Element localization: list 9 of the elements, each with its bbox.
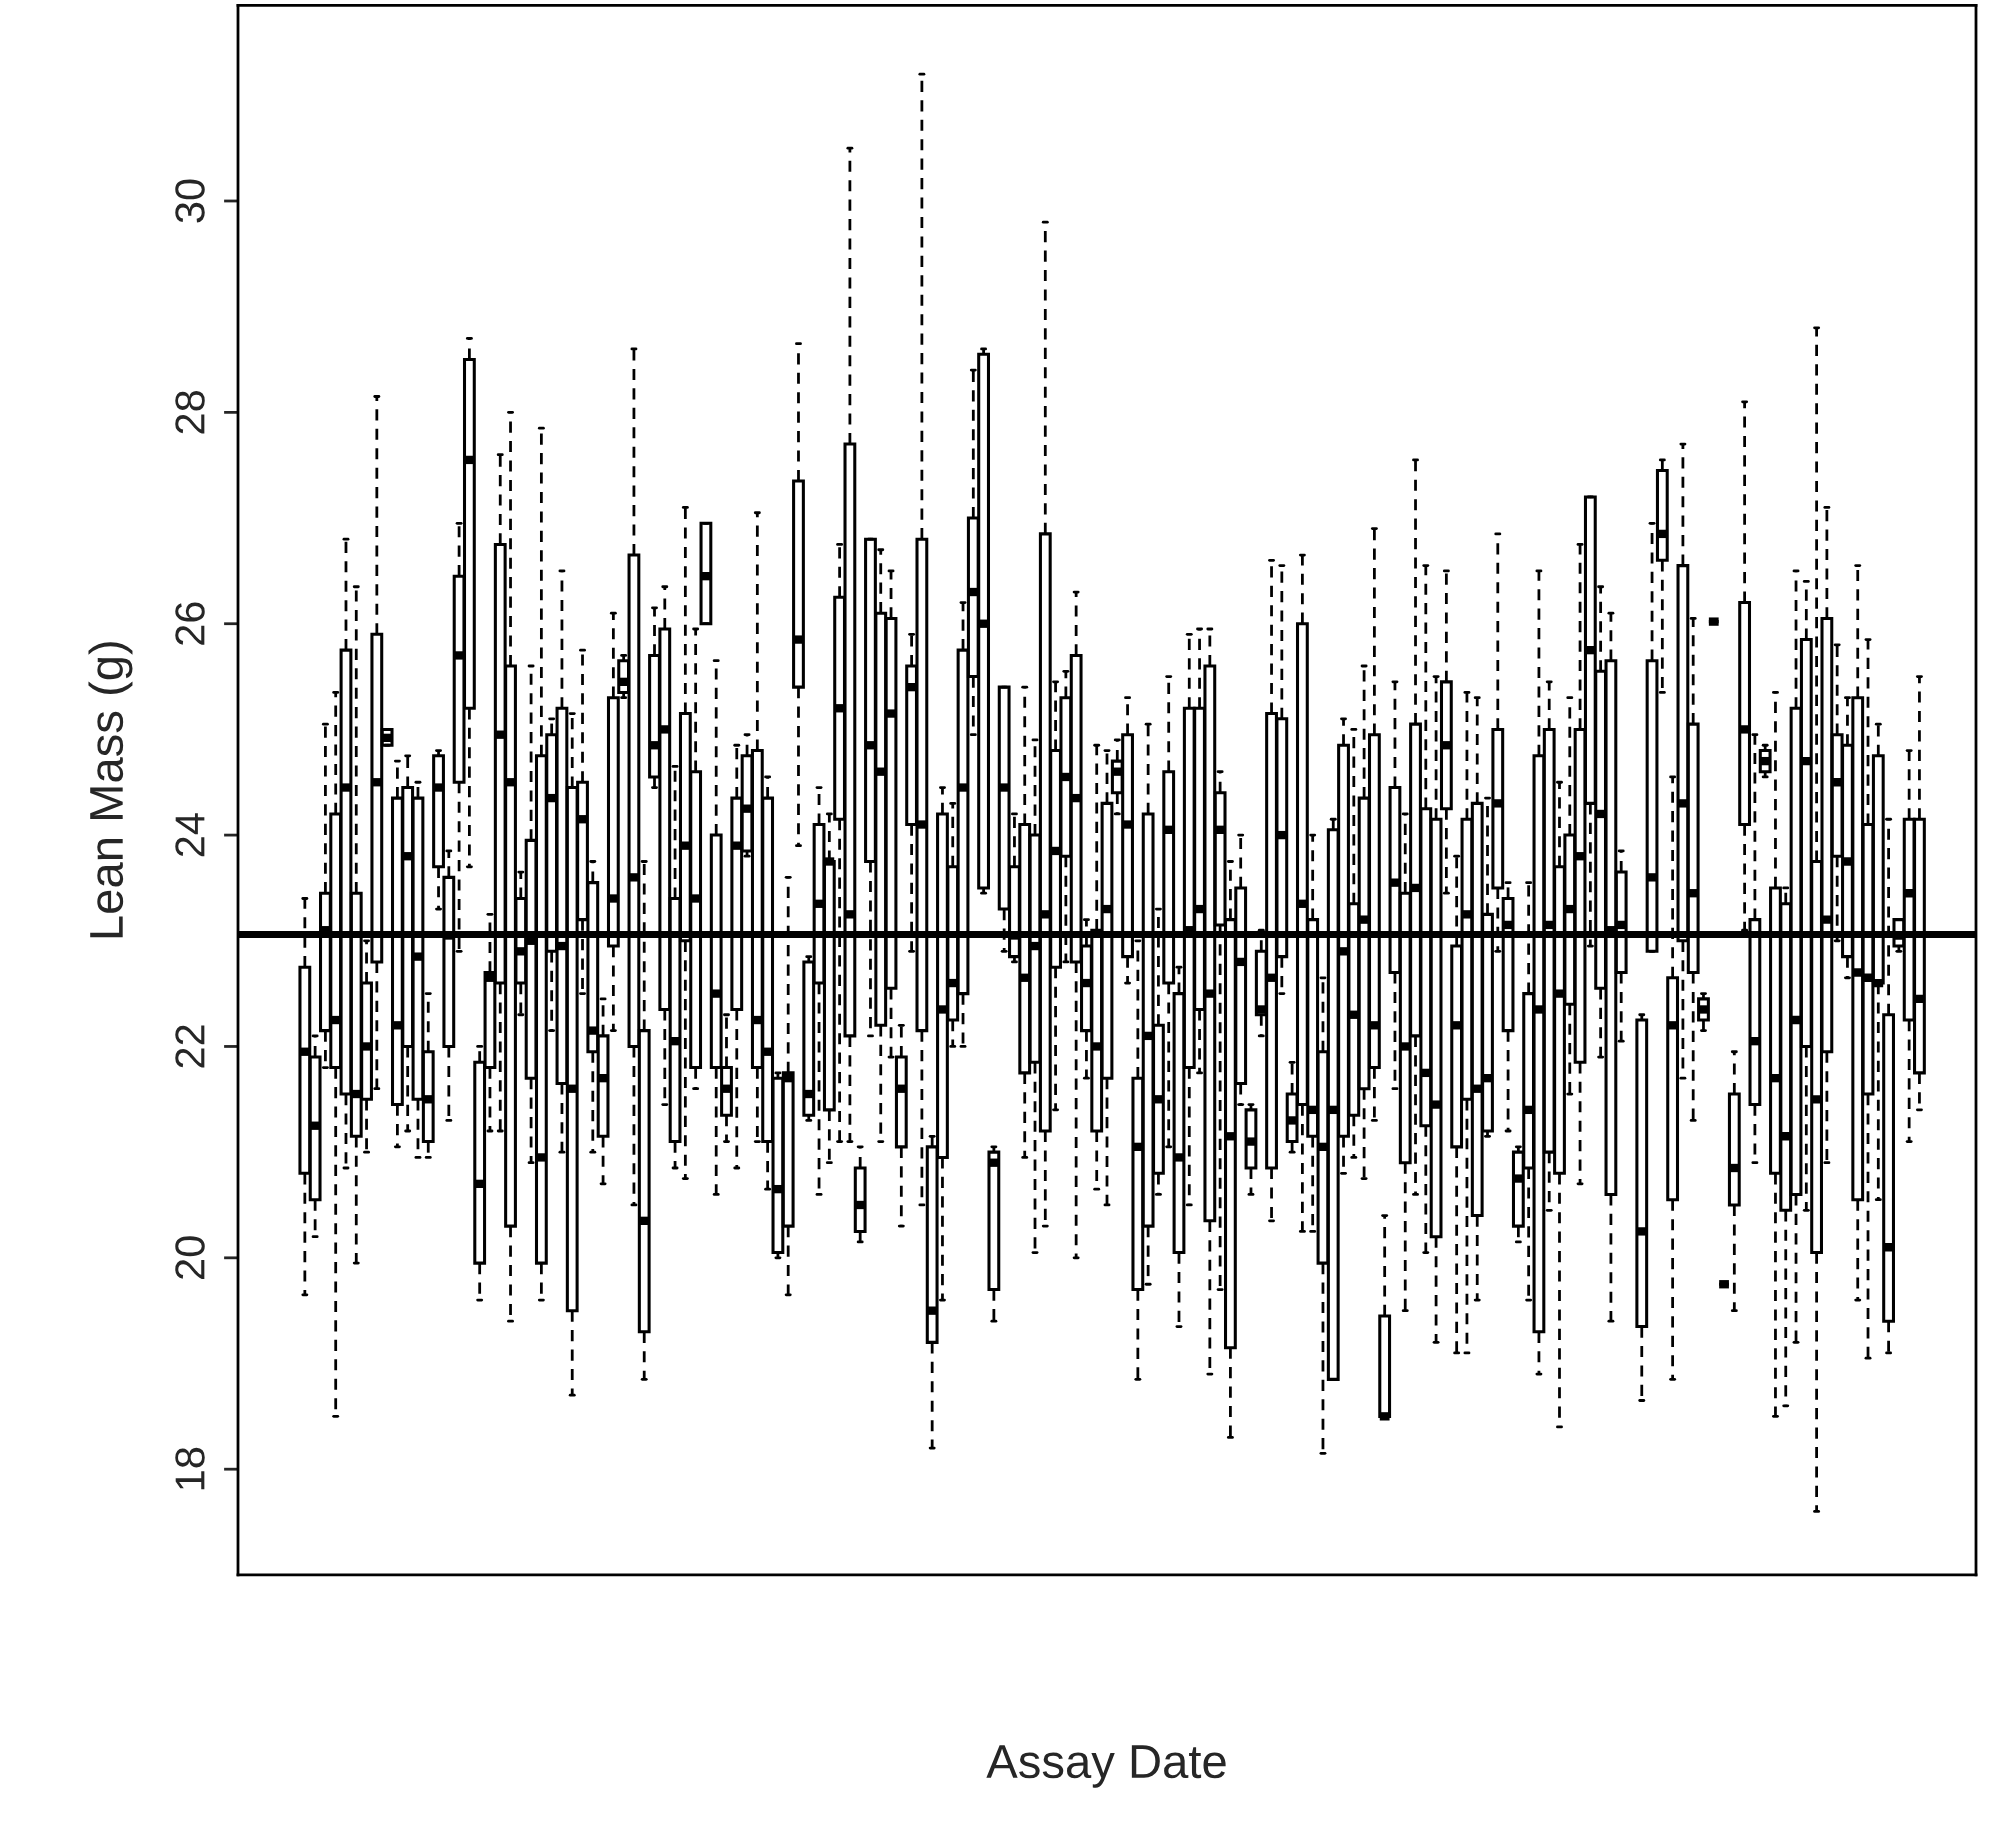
y-tick-label: 30 — [175, 179, 205, 223]
y-tick-label: 28 — [175, 391, 205, 434]
y-tick-label: 24 — [175, 813, 205, 857]
y-tick-label: 20 — [175, 1236, 205, 1279]
y-tick-label: 26 — [175, 602, 205, 645]
y-axis-title: Lean Mass (g) — [88, 642, 133, 938]
x-axis-title: Assay Date — [986, 1745, 1226, 1788]
y-tick-label: 22 — [175, 1025, 205, 1068]
y-tick-label: 18 — [175, 1447, 205, 1490]
